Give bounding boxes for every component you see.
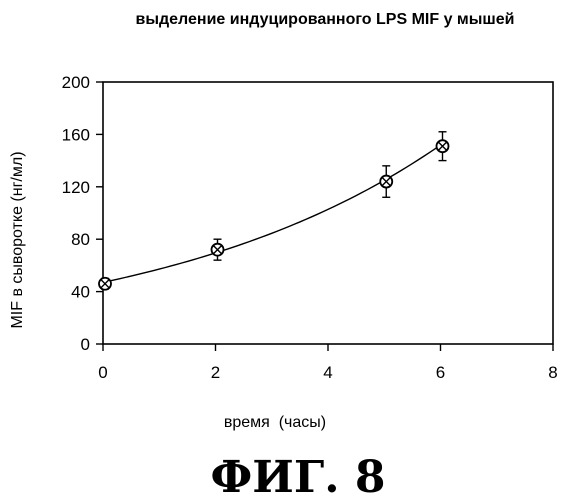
chart-title: выделение индуцированного LPS MIF у мыше…: [136, 11, 515, 28]
data-point: [380, 166, 392, 197]
y-tick-label: 160: [62, 125, 90, 144]
y-tick-label: 120: [62, 178, 90, 197]
plot-frame: [103, 82, 553, 344]
x-tick-label: 0: [98, 363, 107, 382]
figure-caption: ФИГ. 8: [211, 452, 386, 500]
data-point: [99, 278, 111, 290]
y-axis-label: MIF в сыворотке (нг/мл): [9, 151, 26, 328]
data-point: [437, 132, 449, 161]
x-tick-label: 4: [323, 363, 332, 382]
x-axis-ticks: 0 2 4 6 8: [98, 344, 557, 382]
y-tick-label: 0: [81, 335, 90, 354]
x-tick-label: 2: [211, 363, 220, 382]
x-axis-label: время (часы): [224, 414, 326, 431]
data-point: [212, 239, 224, 260]
y-tick-label: 200: [62, 73, 90, 92]
y-tick-label: 40: [71, 283, 90, 302]
y-axis-ticks: 0 40 80 120 160 200: [62, 73, 103, 354]
x-tick-label: 8: [548, 363, 557, 382]
y-tick-label: 80: [71, 230, 90, 249]
x-tick-label: 6: [436, 363, 445, 382]
data-points: [99, 132, 449, 290]
